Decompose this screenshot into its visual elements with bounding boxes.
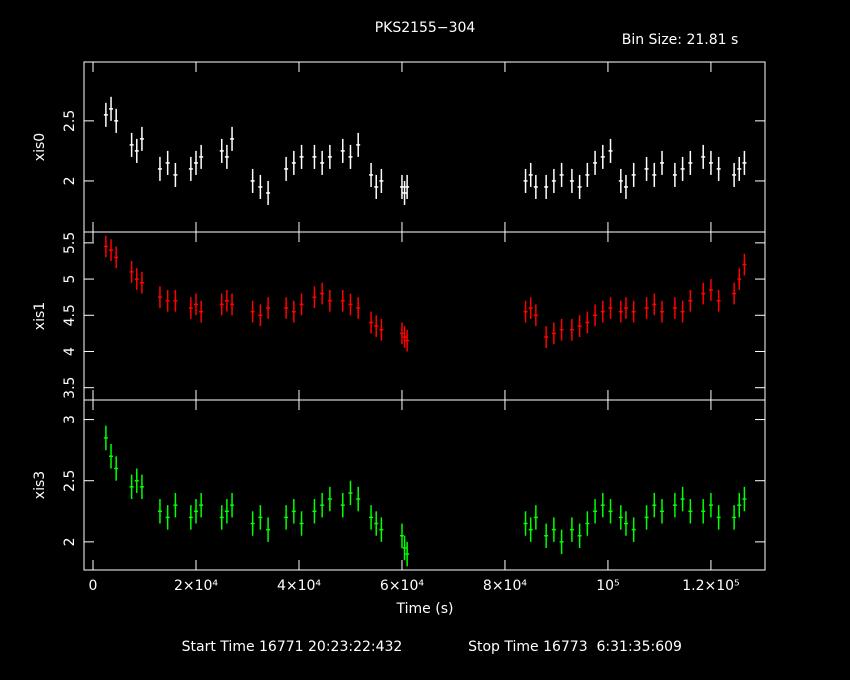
x-tick-label: 2×10⁴	[174, 578, 218, 594]
y-tick-label: 2.5	[62, 470, 78, 492]
y-tick-label: 3	[62, 415, 78, 424]
stop-time: Stop Time 16773 6:31:35:609	[468, 639, 682, 655]
y-axis-label: xis3	[32, 471, 48, 499]
panel-frame	[83, 399, 766, 571]
x-axis-label: Time (s)	[396, 601, 454, 617]
x-tick-label: 1.2×10⁵	[682, 578, 739, 594]
y-tick-label: 5.5	[62, 232, 78, 254]
y-tick-label: 5	[62, 275, 78, 284]
y-tick-label: 4.5	[62, 304, 78, 326]
panel-frame	[83, 231, 766, 401]
y-tick-label: 2	[62, 537, 78, 546]
panel-frame	[83, 61, 766, 233]
y-tick-label: 2	[62, 176, 78, 185]
bin-size: Bin Size: 21.81 s	[622, 32, 739, 48]
y-tick-label: 3.5	[62, 377, 78, 399]
start-time: Start Time 16771 20:23:22:432	[182, 639, 403, 655]
x-tick-label: 0	[89, 578, 98, 594]
y-tick-label: 2.5	[62, 110, 78, 132]
y-tick-label: 4	[62, 347, 78, 356]
chart-title: PKS2155−304	[375, 20, 476, 36]
x-tick-label: 4×10⁴	[277, 578, 321, 594]
x-tick-label: 10⁵	[596, 578, 619, 594]
x-tick-label: 8×10⁴	[483, 578, 527, 594]
y-axis-label: xis1	[32, 302, 48, 330]
x-tick-label: 6×10⁴	[380, 578, 424, 594]
y-axis-label: xis0	[32, 133, 48, 161]
